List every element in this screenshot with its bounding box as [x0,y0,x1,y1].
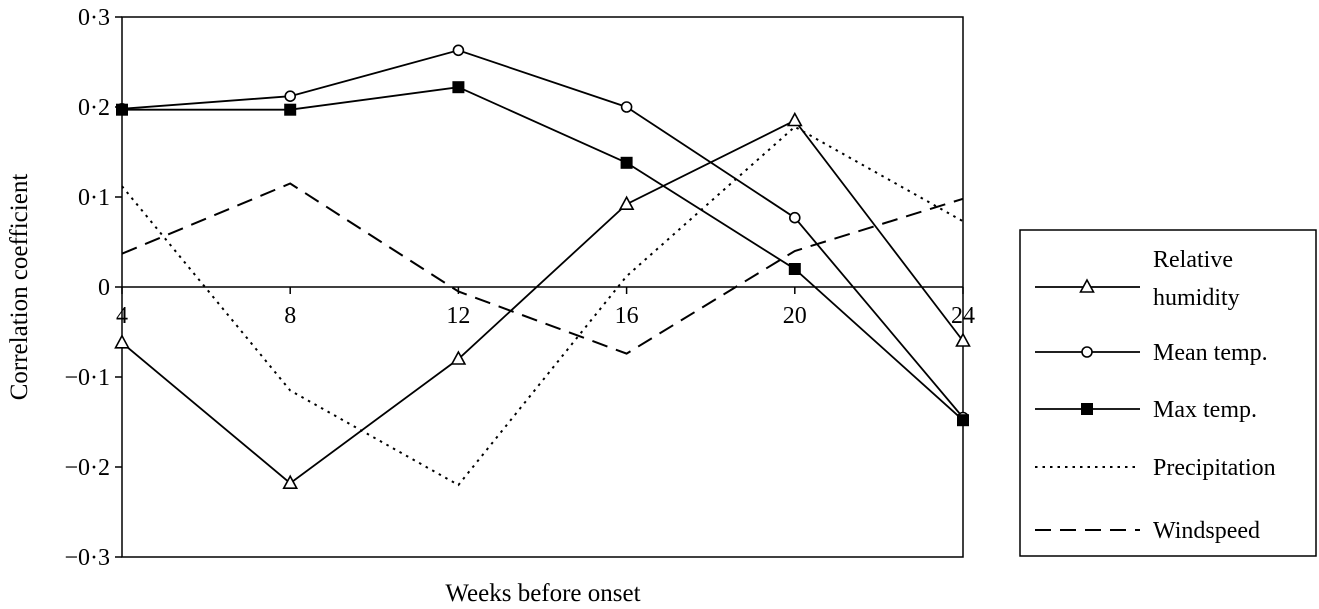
series-relative-humidity [116,114,970,489]
x-tick-label: 16 [615,303,639,329]
y-tick-label: −0·3 [64,545,110,571]
x-axis-title: Weeks before onset [445,580,640,607]
y-tick-label: 0·1 [78,185,110,211]
legend-label-max-temp: Max temp. [1153,397,1257,423]
data-point-relative-humidity [788,114,801,126]
x-tick-label: 8 [284,303,296,329]
y-tick-label: −0·2 [64,455,110,481]
data-point-relative-humidity [116,336,129,348]
series-line-mean-temp [122,50,963,417]
x-tick-label: 20 [783,303,807,329]
series-mean-temp [117,45,968,422]
y-axis-title: Correlation coefficient [6,174,33,401]
x-tick-label: 4 [116,303,128,329]
series-line-max-temp [122,87,963,420]
legend-marker-relative-humidity [1081,280,1094,292]
legend-label-windspeed: Windspeed [1153,518,1260,544]
legend-label-mean-temp: Mean temp. [1153,340,1268,366]
data-point-max-temp [789,263,801,275]
series-max-temp [116,81,969,426]
y-tick-label: −0·1 [64,365,110,391]
legend-label-relative-humidity: Relative humidity [1153,247,1240,311]
y-tick-label: 0·3 [78,5,110,31]
legend-label-precipitation: Precipitation [1153,455,1276,481]
data-point-max-temp [452,81,464,93]
legend: Relative humidity Mean temp. Max temp. Preci… [1020,230,1316,556]
legend-marker-max-temp [1081,403,1093,415]
data-series [116,45,970,488]
legend-marker-mean-temp [1082,347,1092,357]
x-tick-label: 24 [951,303,975,329]
data-point-relative-humidity [284,476,297,488]
data-point-mean-temp [453,45,463,55]
y-tick-label: 0 [98,275,110,301]
x-axis-tick-labels: 4 8 12 16 20 24 [116,287,975,329]
data-point-mean-temp [790,213,800,223]
data-point-relative-humidity [620,197,633,209]
y-axis-tick-labels: 0·3 0·2 0·1 0 −0·1 −0·2 −0·3 [64,5,122,571]
data-point-mean-temp [285,91,295,101]
x-tick-label: 12 [446,303,470,329]
data-point-max-temp [116,104,128,116]
data-point-max-temp [957,414,969,426]
data-point-mean-temp [622,102,632,112]
y-tick-label: 0·2 [78,95,110,121]
series-line-relative-humidity [122,121,963,484]
legend-box [1020,230,1316,556]
data-point-max-temp [284,104,296,116]
data-point-max-temp [621,157,633,169]
